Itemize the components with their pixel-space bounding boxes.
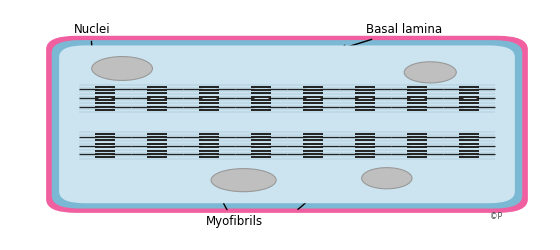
FancyBboxPatch shape [59,46,515,203]
Ellipse shape [362,168,412,189]
Text: Nuclei: Nuclei [74,23,111,71]
Text: Myofibrils: Myofibrils [206,136,264,228]
Ellipse shape [211,168,276,192]
Text: ©P: ©P [489,212,502,220]
Text: Basal lamina: Basal lamina [341,23,442,50]
FancyBboxPatch shape [46,36,528,213]
Ellipse shape [92,56,152,80]
Ellipse shape [404,62,456,83]
FancyBboxPatch shape [52,40,522,208]
